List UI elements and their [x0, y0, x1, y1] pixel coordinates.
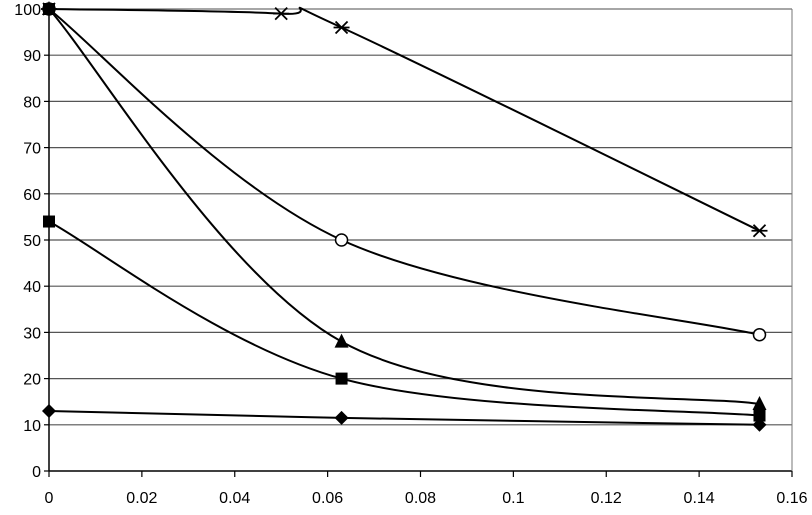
x-tick-label: 0.06 — [312, 490, 343, 507]
gridlines — [49, 8, 792, 426]
triangle-marker — [752, 396, 767, 411]
x-tick-label: 0.02 — [126, 490, 157, 507]
series-markers — [41, 1, 768, 432]
circle-marker — [334, 233, 349, 247]
y-tick-label: 40 — [23, 279, 41, 296]
asterisk-marker — [333, 20, 350, 35]
square-marker — [43, 215, 55, 228]
diamond-marker — [334, 410, 349, 425]
x-tick-label: 0.08 — [405, 490, 436, 507]
y-tick-label: 60 — [23, 187, 41, 204]
y-tick-label: 80 — [23, 94, 41, 111]
y-tick-label: 100 — [14, 2, 41, 19]
x-tick-label: 0.04 — [219, 490, 250, 507]
diamond-marker — [42, 403, 56, 418]
y-tick-label: 50 — [23, 233, 41, 250]
series-line-square — [48, 220, 760, 417]
asterisk-stroke — [334, 20, 349, 35]
square-marker — [753, 409, 766, 422]
series-line-triangle — [48, 8, 760, 405]
axes — [44, 8, 793, 477]
x-tick-label: 0.14 — [684, 490, 715, 507]
circle-marker — [752, 327, 767, 342]
triangle-marker — [334, 333, 349, 348]
series-lines — [48, 6, 760, 426]
x-tick-label: 0.1 — [502, 490, 524, 507]
asterisk-stroke — [752, 224, 767, 238]
diamond-marker — [752, 417, 767, 432]
y-tick-label: 90 — [23, 48, 41, 65]
series-line-asterisk — [48, 6, 760, 232]
y-tick-label: 30 — [23, 325, 41, 342]
y-tick-label: 10 — [23, 418, 41, 435]
series-line-diamond — [48, 409, 760, 426]
asterisk-marker — [273, 6, 290, 21]
x-tick-label: 0.12 — [591, 490, 622, 507]
square-marker — [43, 3, 55, 15]
x-tick-labels: 0 0.02 0.04 0.06 0.08 0.1 0.12 0.14 0.16 — [45, 490, 808, 507]
y-tick-label: 0 — [32, 464, 41, 481]
y-tick-label: 70 — [23, 141, 41, 158]
asterisk-stroke — [274, 6, 288, 21]
x-tick-label: 0 — [45, 490, 54, 507]
square-marker — [335, 372, 348, 385]
x-tick-label: 0.16 — [776, 490, 807, 507]
asterisk-marker — [751, 224, 768, 238]
y-tick-labels: 0 10 20 30 40 50 60 70 80 90 100 — [14, 2, 41, 481]
y-tick-label: 20 — [23, 372, 41, 389]
